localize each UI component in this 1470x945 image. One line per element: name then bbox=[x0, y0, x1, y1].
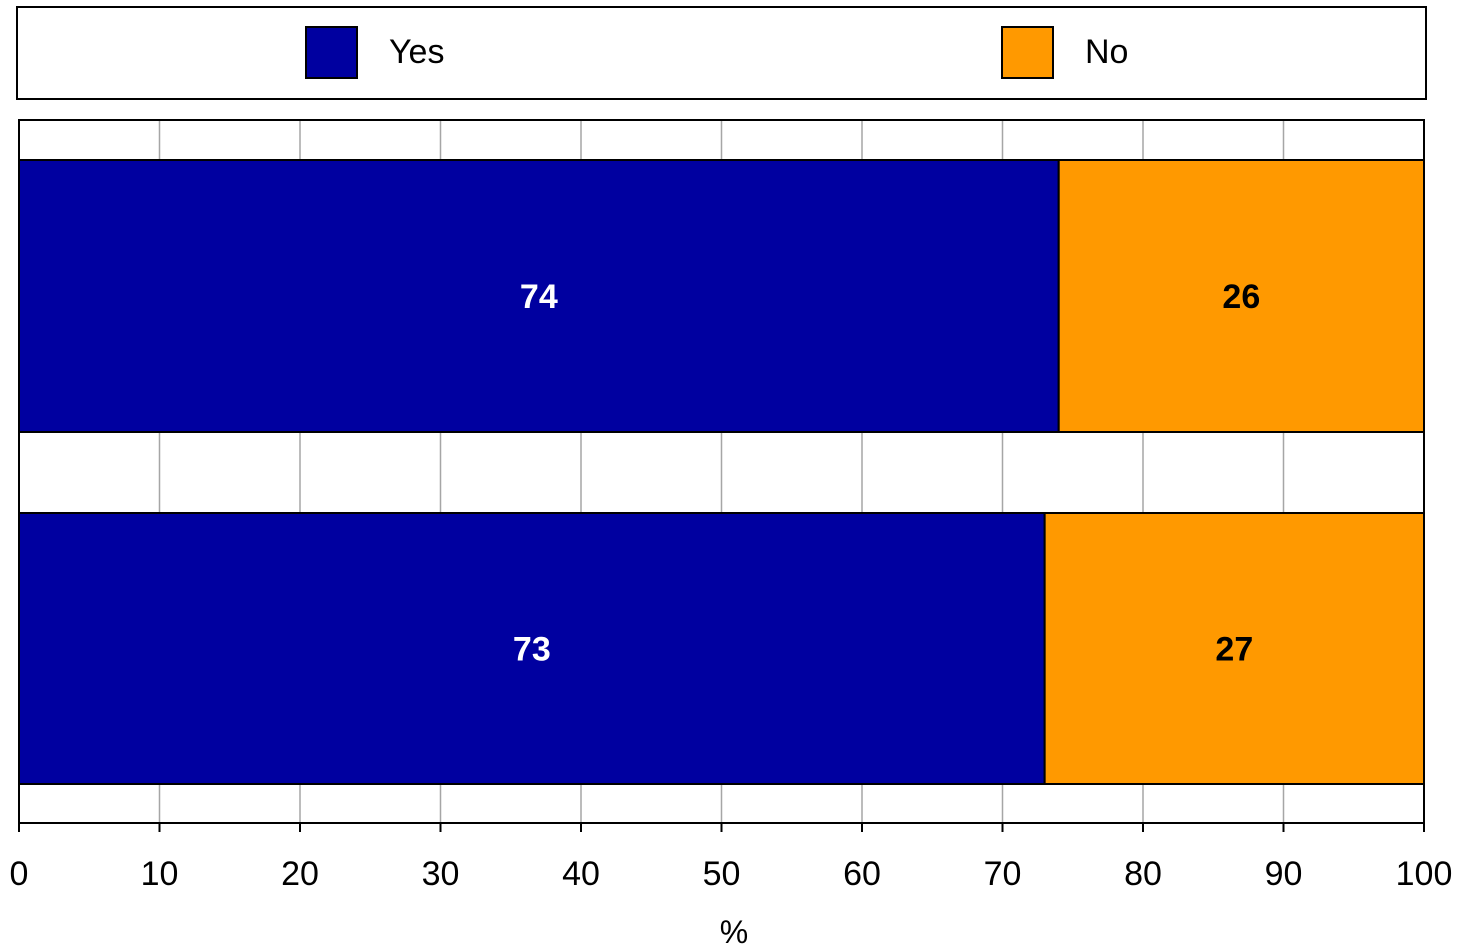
x-tick-label-100: 100 bbox=[1396, 855, 1453, 893]
plot-area: 74 26 73 27 bbox=[18, 119, 1426, 824]
x-axis-label: % bbox=[720, 914, 748, 945]
legend-label-0: Yes bbox=[389, 33, 444, 71]
bar-no-1 bbox=[1057, 159, 1425, 433]
x-tick-label-10: 10 bbox=[141, 855, 179, 893]
x-tick-label-40: 40 bbox=[562, 855, 600, 893]
bar-yes-2 bbox=[18, 512, 1046, 785]
legend-box bbox=[16, 6, 1427, 100]
legend-swatch-0 bbox=[305, 26, 358, 79]
x-tick-label-90: 90 bbox=[1265, 855, 1303, 893]
x-axis: 0 10 20 30 40 50 60 70 80 90 100 bbox=[10, 822, 1453, 893]
legend-label-1: No bbox=[1085, 33, 1128, 71]
data-label-yes-1: 74 bbox=[520, 278, 558, 316]
legend-swatch-1 bbox=[1001, 26, 1054, 79]
x-tick-label-30: 30 bbox=[422, 855, 460, 893]
data-label-no-1: 26 bbox=[1222, 278, 1260, 316]
bar-yes-1 bbox=[18, 159, 1060, 433]
x-tick-label-0: 0 bbox=[10, 855, 29, 893]
data-label-yes-2: 73 bbox=[513, 631, 551, 669]
x-tick-label-80: 80 bbox=[1124, 855, 1162, 893]
x-tick-label-20: 20 bbox=[281, 855, 319, 893]
data-label-no-2: 27 bbox=[1215, 631, 1253, 669]
x-tick-label-50: 50 bbox=[703, 855, 741, 893]
legend: Yes No bbox=[16, 6, 1427, 100]
x-tick-label-70: 70 bbox=[984, 855, 1022, 893]
x-tick-label-60: 60 bbox=[843, 855, 881, 893]
bar-no-2 bbox=[1043, 512, 1426, 785]
